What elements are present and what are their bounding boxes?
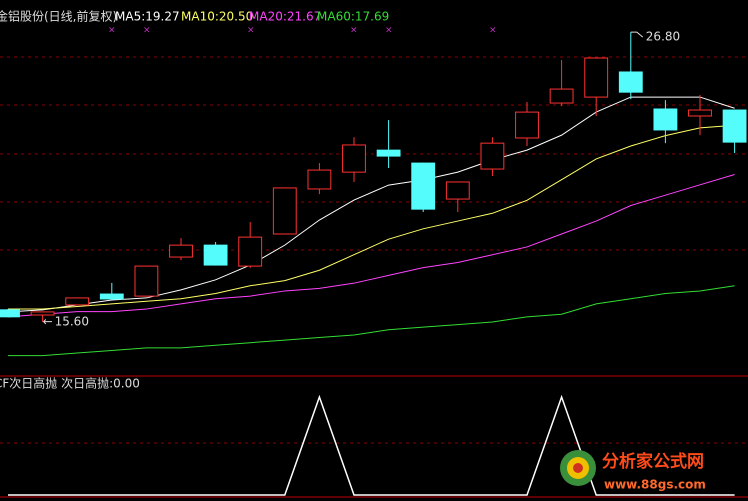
candle-body [30,311,55,316]
candle-body [411,162,436,210]
watermark-name: 分析家公式网 [602,451,704,472]
candle-body [688,109,712,117]
annotation-arrow: ← [43,315,53,329]
candle-body [618,71,643,93]
candle-body [169,244,193,258]
candle-body [307,169,332,190]
candle-body [342,144,366,173]
ma-line [8,124,735,310]
marker: × [143,26,151,36]
signal-line [8,394,735,496]
candle-body [0,309,20,318]
ma-label: MA10:20.50 [181,10,253,24]
marker: × [350,26,358,36]
indicator-title: CF次日高抛 次日高抛:0.00 [0,376,140,391]
markers: × × × × × × [108,26,497,36]
annotation: 26.80 [646,30,680,44]
candle-body [653,108,678,131]
ma-line [7,173,735,318]
logo [573,463,583,473]
candle-body [376,149,401,157]
candle-body [445,181,470,200]
grid [0,56,748,444]
marker: × [247,26,255,36]
ma-label: MA20:21.67 [249,10,321,24]
candle-body [722,109,747,143]
watermark: 分析家公式网 www.88gs.com [560,450,706,492]
candle-body [99,293,124,300]
candle-body [65,297,90,306]
watermark-url: www.88gs.com [604,478,706,492]
candle-body [549,88,574,104]
annotation: 15.60 [55,315,89,329]
marker: × [489,26,497,36]
candle-body [515,111,539,139]
ma-label: MA60:17.69 [317,10,389,24]
chart-title: 金铝股份(日线,前复权) [0,9,117,24]
candle-body [203,244,228,266]
candle-body [480,142,505,170]
annotation-arrow [630,31,644,38]
candle-body [272,187,297,235]
candle-body [584,57,609,98]
marker: × [385,26,393,36]
ma-line [7,96,735,313]
ma-label: MA5:19.27 [115,10,180,24]
candle-body [238,236,263,267]
candle-body [134,265,159,297]
ma-line [8,285,735,357]
marker: × [108,26,116,36]
